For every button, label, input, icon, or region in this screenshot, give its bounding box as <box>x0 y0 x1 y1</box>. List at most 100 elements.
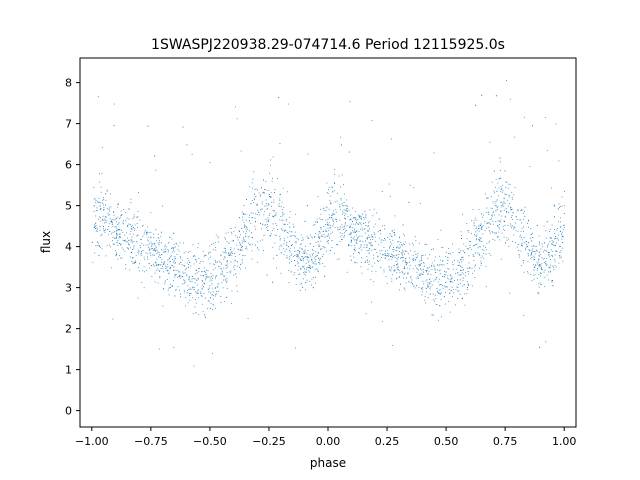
data-point <box>452 268 454 270</box>
data-point <box>305 256 307 258</box>
data-point <box>497 182 499 184</box>
data-point <box>398 254 400 255</box>
data-point <box>306 267 308 269</box>
data-point <box>473 225 475 227</box>
data-point <box>485 286 487 288</box>
data-point <box>421 291 423 293</box>
data-point <box>394 215 396 217</box>
data-point <box>128 223 130 225</box>
data-point <box>251 258 253 260</box>
data-point <box>242 213 244 214</box>
data-point <box>531 233 532 235</box>
data-point <box>174 269 176 271</box>
data-point <box>159 240 160 242</box>
data-point <box>405 263 407 265</box>
data-point <box>534 266 535 268</box>
data-point <box>468 255 470 257</box>
data-point <box>105 204 106 206</box>
data-point <box>446 263 448 264</box>
data-point <box>484 230 486 231</box>
data-point <box>387 253 389 255</box>
data-point <box>501 215 503 217</box>
data-point <box>422 274 424 275</box>
data-point <box>266 208 268 210</box>
data-point <box>331 247 333 248</box>
data-point <box>527 242 529 244</box>
data-point <box>382 320 384 322</box>
data-point <box>130 239 132 240</box>
data-point <box>155 250 156 252</box>
data-point <box>540 273 542 274</box>
data-point <box>506 239 508 241</box>
data-point <box>279 143 281 144</box>
y-tick-label: 5 <box>65 200 72 213</box>
data-point <box>431 269 433 270</box>
data-point <box>335 208 337 210</box>
data-point <box>325 210 327 212</box>
data-point <box>194 273 196 275</box>
data-point <box>402 251 404 253</box>
data-point <box>158 244 160 246</box>
data-point <box>228 255 230 256</box>
data-point <box>228 252 230 254</box>
data-point <box>549 270 551 272</box>
data-point <box>354 249 356 250</box>
data-point <box>101 219 103 221</box>
data-point <box>317 252 319 253</box>
data-point <box>266 205 268 207</box>
data-point <box>427 272 429 274</box>
data-point <box>234 227 236 229</box>
data-point <box>476 243 478 245</box>
data-point <box>467 230 469 232</box>
data-point <box>431 314 433 316</box>
data-point <box>95 225 97 226</box>
data-point <box>119 229 121 231</box>
data-point <box>457 298 459 299</box>
data-point <box>491 208 493 210</box>
data-point <box>462 250 464 252</box>
data-point <box>539 264 540 266</box>
data-point <box>319 232 321 234</box>
data-point <box>531 240 533 242</box>
data-point <box>168 241 170 243</box>
data-point <box>394 269 396 271</box>
data-point <box>302 260 304 262</box>
data-point <box>457 260 459 262</box>
data-point <box>243 236 245 238</box>
data-point <box>553 245 555 246</box>
data-point <box>239 267 240 268</box>
data-point <box>233 274 235 276</box>
data-point <box>180 293 181 295</box>
data-point <box>450 281 452 282</box>
data-point <box>510 225 512 227</box>
data-point <box>462 273 464 275</box>
data-point <box>360 222 362 224</box>
data-point <box>318 262 319 263</box>
data-point <box>226 241 228 242</box>
data-point <box>132 249 134 250</box>
data-point <box>496 199 498 201</box>
data-point <box>345 218 346 220</box>
y-tick-label: 3 <box>65 282 72 295</box>
data-point <box>205 255 207 256</box>
data-point <box>367 237 368 238</box>
data-point <box>551 254 553 256</box>
data-point <box>462 213 463 215</box>
data-point <box>124 234 125 236</box>
data-point <box>539 264 541 265</box>
data-point <box>309 271 311 273</box>
data-point <box>556 250 558 252</box>
data-point <box>119 236 121 238</box>
data-point <box>247 236 249 238</box>
data-point <box>245 228 247 230</box>
data-point <box>525 241 527 242</box>
data-point <box>269 196 270 197</box>
data-point <box>283 206 285 208</box>
data-point <box>226 280 228 282</box>
data-point <box>185 296 187 298</box>
data-point <box>214 267 216 269</box>
x-axis-ticks: −1.00 −0.75 −0.50 −0.25 0.00 0.25 0.50 0.75 1.00 <box>75 427 576 448</box>
data-point <box>361 272 363 274</box>
data-point <box>95 215 97 217</box>
data-point <box>462 285 464 287</box>
